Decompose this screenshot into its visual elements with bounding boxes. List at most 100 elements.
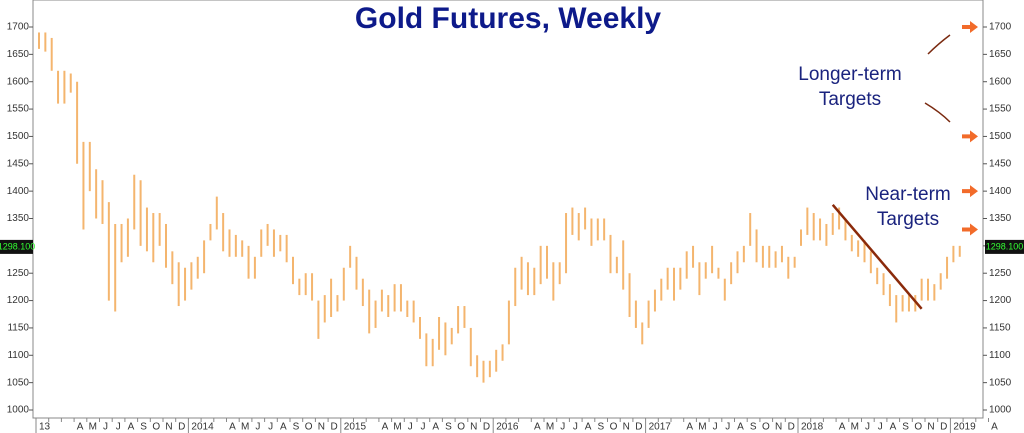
x-tick-label: N: [927, 422, 934, 433]
y-tick-label: 1050: [7, 377, 30, 388]
x-tick-label: J: [878, 422, 883, 433]
x-tick-label: J: [573, 422, 578, 433]
annotation: Targets: [819, 89, 881, 110]
x-tick-label: 2016: [496, 422, 519, 433]
x-tick-label: M: [393, 422, 401, 433]
annotation: Targets: [877, 209, 939, 230]
x-tick-label: 2015: [344, 422, 367, 433]
x-tick-label: A: [432, 422, 439, 433]
x-tick-label: J: [103, 422, 108, 433]
y-tick-label: 1500: [7, 131, 30, 142]
x-tick-label: J: [421, 422, 426, 433]
x-tick-label: S: [445, 422, 452, 433]
x-tick-label: J: [268, 422, 273, 433]
y-tick-label: 1600: [989, 76, 1012, 87]
x-tick-label: D: [635, 422, 642, 433]
y-tick-label: 1400: [7, 186, 30, 197]
y-tick-label: 1250: [7, 268, 30, 279]
y-tick-label: 1650: [989, 49, 1012, 60]
y-tick-label: 1350: [7, 213, 30, 224]
x-tick-label: A: [839, 422, 846, 433]
x-tick-label: M: [851, 422, 859, 433]
x-tick-label: A: [585, 422, 592, 433]
x-tick-label: S: [750, 422, 757, 433]
x-tick-label: 2017: [649, 422, 672, 433]
x-tick-label: D: [330, 422, 337, 433]
x-tick-label: J: [408, 422, 413, 433]
annotation: Near-term: [865, 184, 951, 205]
y-tick-label: 1600: [7, 76, 30, 87]
x-tick-label: D: [940, 422, 947, 433]
x-tick-label: O: [305, 422, 313, 433]
y-tick-label: 1650: [7, 49, 30, 60]
price-label: 1298.100: [986, 241, 1024, 251]
y-tick-label: 1100: [989, 350, 1011, 361]
y-tick-label: 1450: [7, 158, 30, 169]
target-arrow: [962, 185, 978, 198]
y-tick-label: 1700: [7, 22, 30, 33]
x-tick-label: O: [762, 422, 770, 433]
x-tick-label: J: [116, 422, 121, 433]
x-tick-label: M: [89, 422, 97, 433]
price-label: 1298.100: [0, 241, 35, 251]
target-arrow: [962, 223, 978, 236]
x-tick-label: O: [610, 422, 618, 433]
target-arrow: [962, 21, 978, 33]
x-tick-label: D: [788, 422, 795, 433]
annotation: Longer-term: [798, 64, 902, 85]
x-tick-label: A: [382, 422, 389, 433]
x-tick-label: 2014: [191, 422, 214, 433]
x-tick-label: O: [914, 422, 922, 433]
y-tick-label: 1000: [989, 405, 1012, 416]
price-box: [985, 239, 1024, 254]
x-tick-label: 2019: [953, 422, 976, 433]
x-tick-label: S: [902, 422, 909, 433]
x-tick-label: N: [165, 422, 172, 433]
x-tick-label: N: [623, 422, 630, 433]
x-tick-label: 2018: [801, 422, 824, 433]
x-tick-label: D: [178, 422, 185, 433]
connector: [927, 34, 951, 55]
x-tick-label: S: [140, 422, 147, 433]
x-tick-label: O: [457, 422, 465, 433]
x-tick-label: A: [686, 422, 693, 433]
y-tick-label: 1700: [989, 22, 1012, 33]
plot-frame: [32, 0, 984, 419]
target-arrow: [962, 130, 978, 143]
x-tick-label: M: [241, 422, 249, 433]
y-tick-label: 1150: [989, 323, 1011, 334]
x-tick-label: M: [698, 422, 706, 433]
y-tick-label: 1050: [989, 377, 1012, 388]
y-tick-label: 1100: [7, 350, 29, 361]
x-tick-label: N: [470, 422, 477, 433]
x-tick-label: A: [737, 422, 744, 433]
chart-title: Gold Futures, Weekly: [355, 2, 661, 35]
y-tick-label: 1500: [989, 131, 1012, 142]
y-tick-label: 1350: [989, 213, 1012, 224]
x-tick-label: A: [890, 422, 897, 433]
x-tick-label: A: [229, 422, 236, 433]
x-tick-label: 13: [39, 422, 51, 433]
y-tick-label: 1450: [989, 158, 1012, 169]
x-tick-label: N: [318, 422, 325, 433]
y-tick-label: 1400: [989, 186, 1012, 197]
x-tick-label: S: [293, 422, 300, 433]
x-tick-label: A: [991, 422, 998, 433]
y-tick-label: 1200: [7, 295, 30, 306]
x-tick-label: J: [725, 422, 730, 433]
x-tick-label: J: [713, 422, 718, 433]
connector: [924, 102, 951, 123]
price-box: [0, 239, 33, 254]
x-tick-label: A: [280, 422, 287, 433]
x-tick-label: N: [775, 422, 782, 433]
x-tick-label: J: [865, 422, 870, 433]
x-tick-label: A: [534, 422, 541, 433]
x-tick-label: S: [597, 422, 604, 433]
y-tick-label: 1150: [7, 323, 29, 334]
x-tick-label: J: [560, 422, 565, 433]
y-tick-label: 1000: [7, 405, 30, 416]
x-tick-label: O: [152, 422, 160, 433]
x-tick-label: D: [483, 422, 490, 433]
y-tick-label: 1550: [7, 104, 30, 115]
